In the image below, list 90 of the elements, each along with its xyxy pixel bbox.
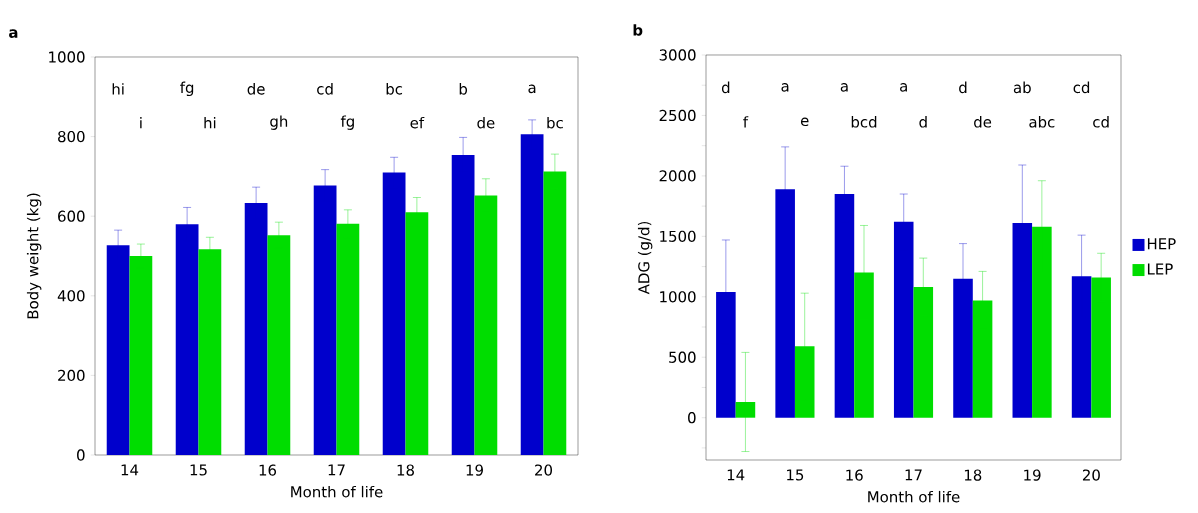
annotation: fg [340,115,354,130]
x-tick-label: 16 [259,464,277,476]
annotation: bcd [851,116,877,128]
bar [129,256,153,455]
bar [267,235,291,455]
bar [716,291,736,418]
x-tick-label: 15 [190,464,207,476]
x-axis-title: Month of life [291,485,383,498]
bar [1071,276,1092,418]
x-axis-title: Month of life [868,490,960,503]
annotation: d [919,116,927,128]
y-tick-label: 200 [58,369,85,382]
annotation: abc [1029,116,1055,128]
bar [106,245,130,455]
annotation: gh [270,115,288,130]
y-tick-label: 1000 [660,291,696,303]
y-tick-label: 500 [669,351,696,363]
annotation: ef [410,116,425,129]
bar [794,346,815,418]
annotation: a [528,84,536,94]
annotation: a [781,83,789,92]
bar [336,223,360,455]
y-tick-label: 600 [58,210,85,222]
bar [198,249,222,455]
annotation: fg [180,81,194,97]
x-tick-label: 14 [727,469,745,481]
bar [1032,226,1052,418]
x-tick-label: 18 [964,469,982,481]
bar [405,212,429,455]
annotation: hi [112,83,124,95]
x-tick-label: 19 [466,464,483,476]
annotation: i [140,117,142,129]
x-tick-label: 20 [535,464,553,476]
bar [175,224,199,455]
bar [854,272,874,418]
annotation: bc [547,116,563,129]
annotation: cd [1073,81,1090,94]
y-tick-label: 1000 [49,51,85,63]
y-tick-label: 0 [77,449,85,461]
y-axis-title: Body weight (kg) [26,193,42,319]
bar [1012,223,1033,418]
bar [913,287,934,418]
bar [382,172,406,455]
x-tick-label: 20 [1082,469,1100,481]
bar [893,221,914,418]
annotation: ab [1013,81,1031,94]
bar [244,203,268,455]
x-tick-label: 17 [905,469,922,481]
y-axis-title: ADG (g/d) [637,221,653,295]
annotation: a [840,83,848,92]
annotation: f [743,116,749,128]
x-tick-label: 14 [121,464,139,476]
annotation: hi [204,117,216,129]
annotation: b [459,83,468,95]
annotation: cd [317,83,333,95]
bar [1091,277,1111,418]
y-tick-label: 2000 [659,170,696,182]
bar [834,194,855,418]
y-tick-label: 0 [688,412,696,424]
x-tick-label: 16 [846,469,863,481]
bar [953,278,973,418]
bar [313,185,337,455]
y-tick-label: 800 [58,130,85,143]
annotation: e [800,117,809,127]
annotation: de [974,116,992,128]
bar [474,195,498,455]
legend-label: LEP [1147,263,1173,275]
y-tick-label: 3000 [659,49,696,61]
chart-title: a [9,29,18,38]
annotation: bc [386,83,403,95]
annotation: a [900,83,907,92]
annotation: de [247,83,265,95]
annotation: d [721,81,730,94]
annotation: de [477,116,495,129]
chart-title: b [633,24,643,36]
y-tick-label: 400 [57,290,85,302]
x-tick-label: 15 [787,469,804,481]
bar [451,154,475,455]
bar [972,300,993,418]
bar [775,189,795,418]
y-tick-label: 2500 [659,109,696,122]
bar [543,171,567,455]
annotation: cd [1093,116,1109,128]
annotation: d [959,81,967,94]
x-tick-label: 19 [1024,469,1041,481]
x-tick-label: 17 [328,464,345,476]
legend-label: HEP [1147,238,1176,250]
bar [520,134,544,455]
y-tick-label: 1500 [660,230,696,242]
x-tick-label: 18 [397,464,414,476]
